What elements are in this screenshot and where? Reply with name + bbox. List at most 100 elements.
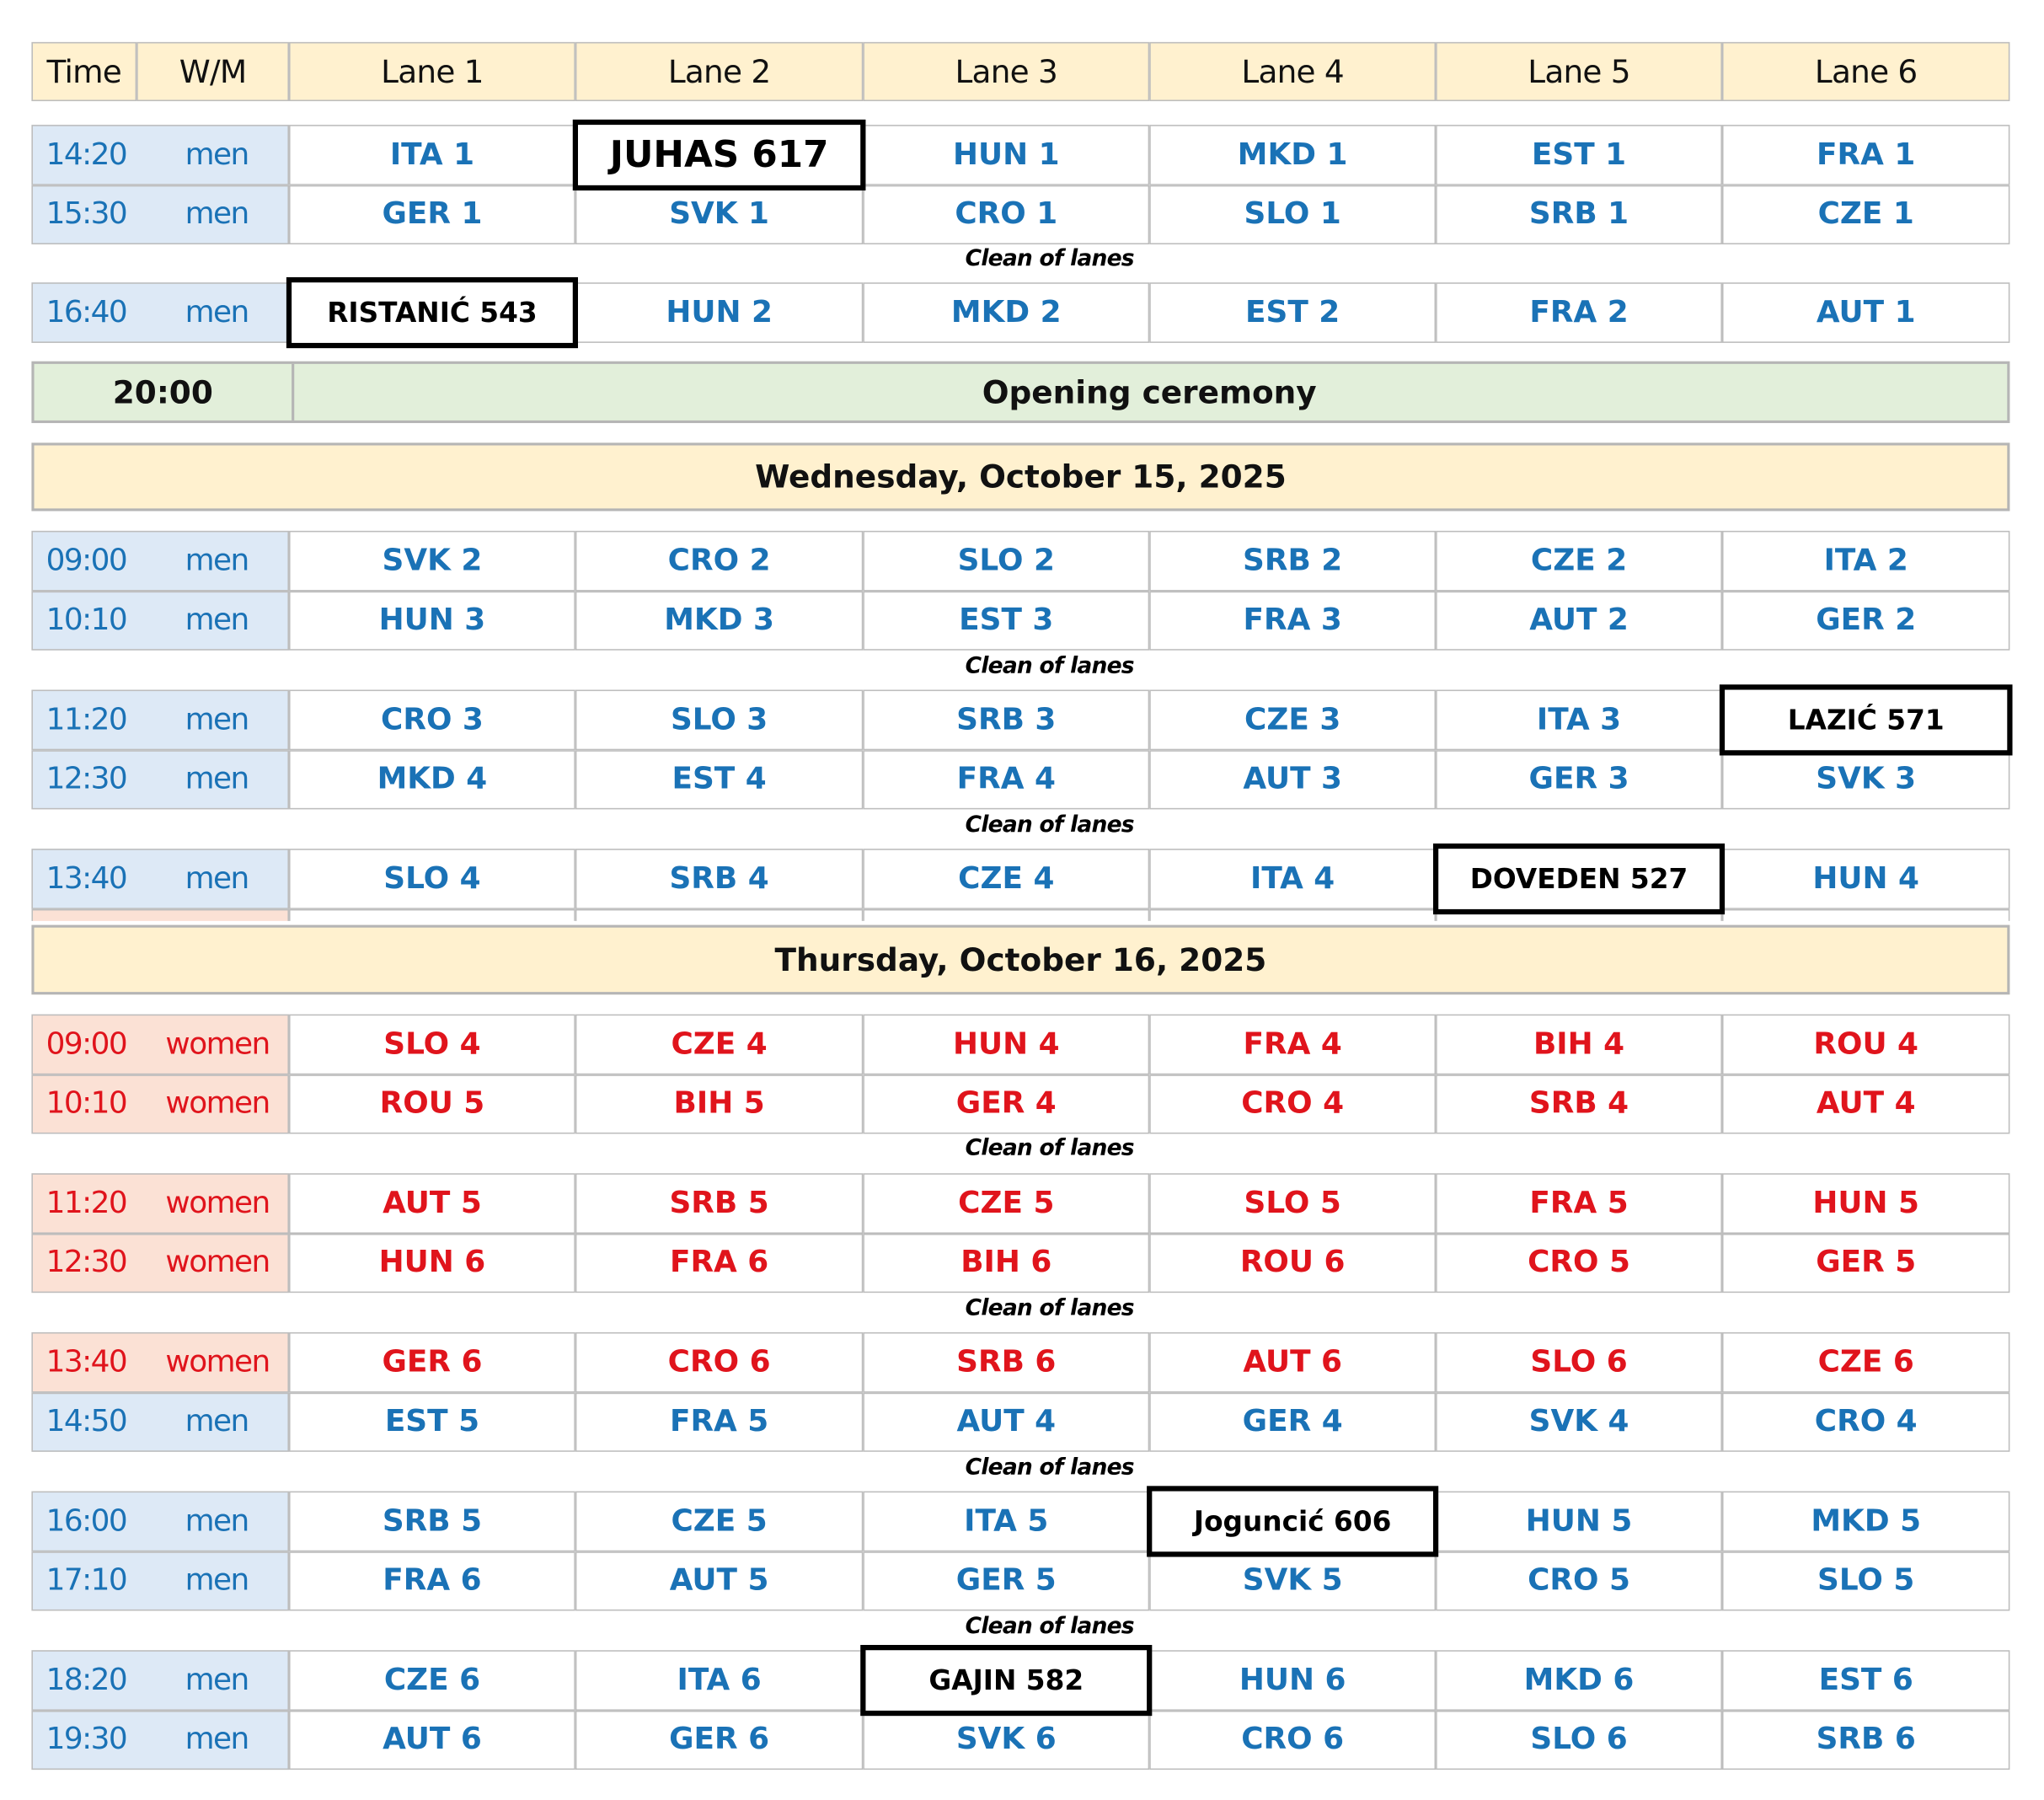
lane-3-cell: EST 3 (863, 590, 1150, 651)
time-group-cell: 10:10 women (31, 1074, 290, 1134)
schedule-row: 19:30 men AUT 6 GER 6 SVK 6 CRO 6 SLO 6 SRB 6 (31, 1710, 2010, 1771)
start-time: 19:30 (45, 1722, 128, 1757)
lane-1-cell: EST 5 (289, 1391, 575, 1452)
lane-4-cell: AUT 3 (1149, 749, 1437, 810)
lane-5-cell: SRB 4 (1436, 1074, 1722, 1134)
schedule-row: 12:30 women HUN 6 FRA 6 BIH 6 ROU 6 CRO 5 GER 5 (31, 1233, 2010, 1294)
group-label: women (165, 1246, 270, 1280)
lane-6-cell: EST 6 (1721, 1650, 2010, 1711)
schedule-row: 09:00 men SVK 2 CRO 2 SLO 2 SRB 2 CZE 2 ITA 2 (31, 530, 2010, 591)
lane-6-cell: SLO 5 (1721, 1551, 2010, 1611)
lane-6-cell: GER 2 (1721, 590, 2010, 651)
time-group-cell: 18:20 men (31, 1650, 290, 1711)
lane-1-cell: AUT 5 (289, 1173, 575, 1234)
time-group-cell: 15:30 men (31, 185, 290, 244)
clean-of-lanes-note: Clean of lanes (965, 1135, 1135, 1162)
schedule-row: 11:20 women AUT 5 SRB 5 CZE 5 SLO 5 FRA 5 HUN 5 (31, 1173, 2010, 1234)
lane-2-cell: JUHAS 617 (572, 119, 866, 190)
lane-5-cell: EST 1 (1436, 125, 1722, 185)
header-lane-1: Lane 1 (289, 41, 575, 102)
time-group-cell: 14:50 men (31, 1391, 290, 1452)
group-label: women (165, 1345, 270, 1379)
time-group-cell: 13:40 women (31, 1331, 290, 1392)
lane-4-cell: CRO 4 (1149, 1074, 1437, 1134)
highlighted-result-box: LAZIĆ 571 (1719, 684, 2013, 755)
lane-5-cell: CZE 2 (1436, 530, 1722, 591)
group-label: women (165, 1186, 270, 1221)
header-lane-6: Lane 6 (1721, 41, 2010, 102)
lane-3-cell: SLO 2 (863, 530, 1150, 591)
lane-5-cell: GER 3 (1436, 749, 1722, 810)
time-group-cell: 17:10 men (31, 1551, 290, 1611)
lane-1-cell: AUT 6 (289, 1710, 575, 1771)
lane-4-cell: CRO 6 (1149, 1710, 1437, 1771)
lane-3-cell: CZE 4 (863, 849, 1150, 909)
lane-2-cell: FRA 6 (575, 1233, 864, 1294)
event-time: 20:00 (35, 363, 295, 421)
lane-6-cell: MKD 5 (1721, 1491, 2010, 1551)
schedule-row: 13:40 men SLO 4 SRB 4 CZE 4 ITA 4 DOVEDEN 527 H… (31, 843, 2010, 914)
lane-4-cell: SVK 5 (1149, 1551, 1437, 1611)
lane-2-cell: BIH 5 (575, 1074, 864, 1134)
lane-3-cell: ITA 5 (863, 1491, 1150, 1551)
lane-6-cell: FRA 1 (1721, 125, 2010, 185)
lane-2-cell: SRB 4 (575, 849, 864, 909)
start-time: 13:40 (45, 861, 128, 896)
time-group-cell: 16:40 men (31, 282, 290, 343)
schedule-row: 14:20 men ITA 1 JUHAS 617 HUN 1 MKD 1 EST 1 FRA… (31, 119, 2010, 190)
lane-1-cell: MKD 4 (289, 749, 575, 810)
lane-3-cell: GER 5 (863, 1551, 1150, 1611)
start-time: 13:40 (45, 1345, 128, 1379)
lane-3-cell: CZE 5 (863, 1173, 1150, 1234)
lane-2-cell: GER 6 (575, 1710, 864, 1771)
schedule-row: 13:40 women GER 6 CRO 6 SRB 6 AUT 6 SLO 6 CZE 6 (31, 1331, 2010, 1392)
lane-3-cell: MKD 2 (863, 282, 1150, 343)
start-time: 11:20 (45, 1186, 128, 1221)
lane-4-cell: GER 4 (1149, 1391, 1437, 1452)
lane-6-cell: LAZIĆ 571 (1719, 684, 2013, 755)
lane-2-cell: ITA 6 (575, 1650, 864, 1711)
lane-3-cell: AUT 4 (863, 1391, 1150, 1452)
lane-3-cell: GER 4 (863, 1074, 1150, 1134)
header-lane-2: Lane 2 (575, 41, 864, 102)
lane-2-cell: CZE 5 (575, 1491, 864, 1551)
group-label: women (165, 1086, 270, 1122)
lane-4-cell: FRA 4 (1149, 1014, 1437, 1074)
lane-2-cell: SVK 1 (575, 185, 864, 244)
group-label: men (185, 762, 250, 797)
time-group-cell: 11:20 women (31, 1173, 290, 1234)
lane-3-cell: SRB 6 (863, 1331, 1150, 1392)
lane-4-cell: CZE 3 (1149, 689, 1437, 750)
lane-6-cell: AUT 1 (1721, 282, 2010, 343)
empty-cell (1721, 908, 2010, 921)
schedule-row: 12:30 men MKD 4 EST 4 FRA 4 AUT 3 GER 3 SVK 3 (31, 749, 2010, 810)
start-time: 18:20 (45, 1663, 128, 1697)
day-header: Wednesday, October 15, 2025 (31, 442, 2010, 512)
lane-5-cell: SLO 6 (1436, 1710, 1722, 1771)
lane-6-cell: CZE 6 (1721, 1331, 2010, 1392)
lane-2-cell: EST 4 (575, 749, 864, 810)
lane-5-cell: SVK 4 (1436, 1391, 1722, 1452)
start-time: 16:00 (45, 1503, 128, 1539)
lane-5-cell: MKD 6 (1436, 1650, 1722, 1711)
time-group-cell: 19:30 men (31, 1710, 290, 1771)
lane-4-cell: Joguncić 606 (1147, 1486, 1439, 1556)
clean-of-lanes-note: Clean of lanes (965, 812, 1135, 838)
time-group-cell: 11:20 men (31, 689, 290, 750)
start-time: 10:10 (45, 603, 128, 638)
lane-1-cell: SLO 4 (289, 849, 575, 909)
schedule-row: 10:10 men HUN 3 MKD 3 EST 3 FRA 3 AUT 2 GER 2 (31, 590, 2010, 651)
lane-6-cell: GER 5 (1721, 1233, 2010, 1294)
time-group-cell: 12:30 men (31, 749, 290, 810)
schedule-row: 16:00 men SRB 5 CZE 5 ITA 5 Joguncić 606 HUN 5… (31, 1486, 2010, 1556)
header-lane-5: Lane 5 (1436, 41, 1722, 102)
schedule-row: 09:00 women SLO 4 CZE 4 HUN 4 FRA 4 BIH 4 ROU 4 (31, 1014, 2010, 1074)
lane-5-cell: SRB 1 (1436, 185, 1722, 244)
group-label: men (185, 1503, 250, 1539)
lane-4-cell: SRB 2 (1149, 530, 1437, 591)
lane-2-cell: SRB 5 (575, 1173, 864, 1234)
lane-1-cell: GER 1 (289, 185, 575, 244)
schedule-row: 15:30 men GER 1 SVK 1 CRO 1 SLO 1 SRB 1 CZE 1 (31, 185, 2010, 244)
time-group-cell: 10:10 men (31, 590, 290, 651)
start-time: 12:30 (45, 1246, 128, 1280)
